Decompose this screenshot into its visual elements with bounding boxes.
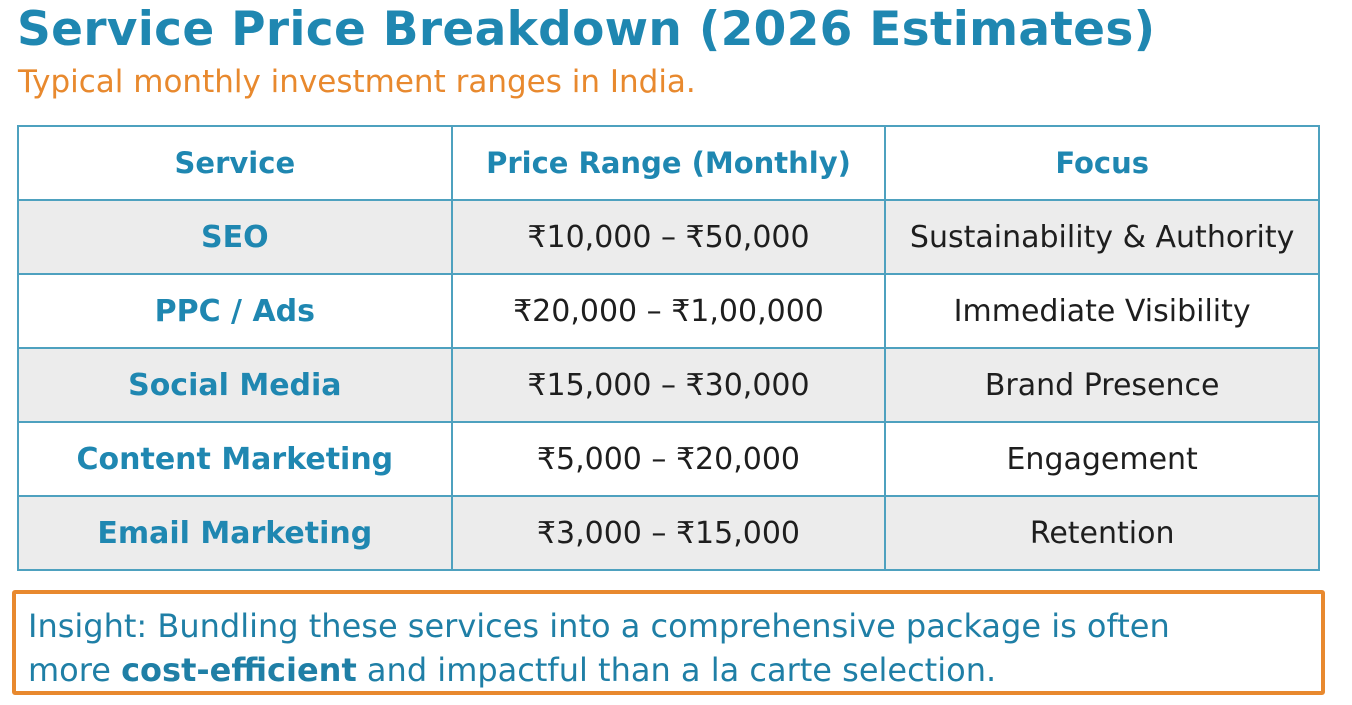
cell-focus: Retention [884,495,1320,571]
cell-price: ₹20,000 – ₹1,00,000 [450,273,887,349]
insight-emphasis: cost-efficient [121,651,357,689]
table-row: Email Marketing ₹3,000 – ₹15,000 Retenti… [17,495,1320,571]
price-table: Service Price Range (Monthly) Focus SEO … [17,125,1320,571]
cell-focus: Brand Presence [884,347,1320,423]
table-header-row: Service Price Range (Monthly) Focus [17,125,1320,201]
cell-service: PPC / Ads [17,273,453,349]
page-title: Service Price Breakdown (2026 Estimates) [17,2,1156,57]
cell-price: ₹10,000 – ₹50,000 [450,199,887,275]
header-focus: Focus [884,125,1320,201]
cell-price: ₹15,000 – ₹30,000 [450,347,887,423]
cell-focus: Engagement [884,421,1320,497]
table-row: Social Media ₹15,000 – ₹30,000 Brand Pre… [17,347,1320,423]
header-price-range: Price Range (Monthly) [450,125,887,201]
cell-service: Social Media [17,347,453,423]
table-row: SEO ₹10,000 – ₹50,000 Sustainability & A… [17,199,1320,275]
page-subtitle: Typical monthly investment ranges in Ind… [18,64,696,100]
cell-price: ₹3,000 – ₹15,000 [450,495,887,571]
insight-line2-post: and impactful than a la carte selection. [356,651,997,689]
insight-text: Insight: Bundling these services into a … [16,594,1321,692]
insight-line1: Insight: Bundling these services into a … [28,607,1170,645]
header-service: Service [17,125,453,201]
cell-service: Email Marketing [17,495,453,571]
table-row: Content Marketing ₹5,000 – ₹20,000 Engag… [17,421,1320,497]
insight-line2-pre: more [28,651,122,689]
cell-focus: Sustainability & Authority [884,199,1320,275]
cell-focus: Immediate Visibility [884,273,1320,349]
cell-service: SEO [17,199,453,275]
cell-price: ₹5,000 – ₹20,000 [450,421,887,497]
insight-box: Insight: Bundling these services into a … [12,590,1325,695]
cell-service: Content Marketing [17,421,453,497]
table-row: PPC / Ads ₹20,000 – ₹1,00,000 Immediate … [17,273,1320,349]
